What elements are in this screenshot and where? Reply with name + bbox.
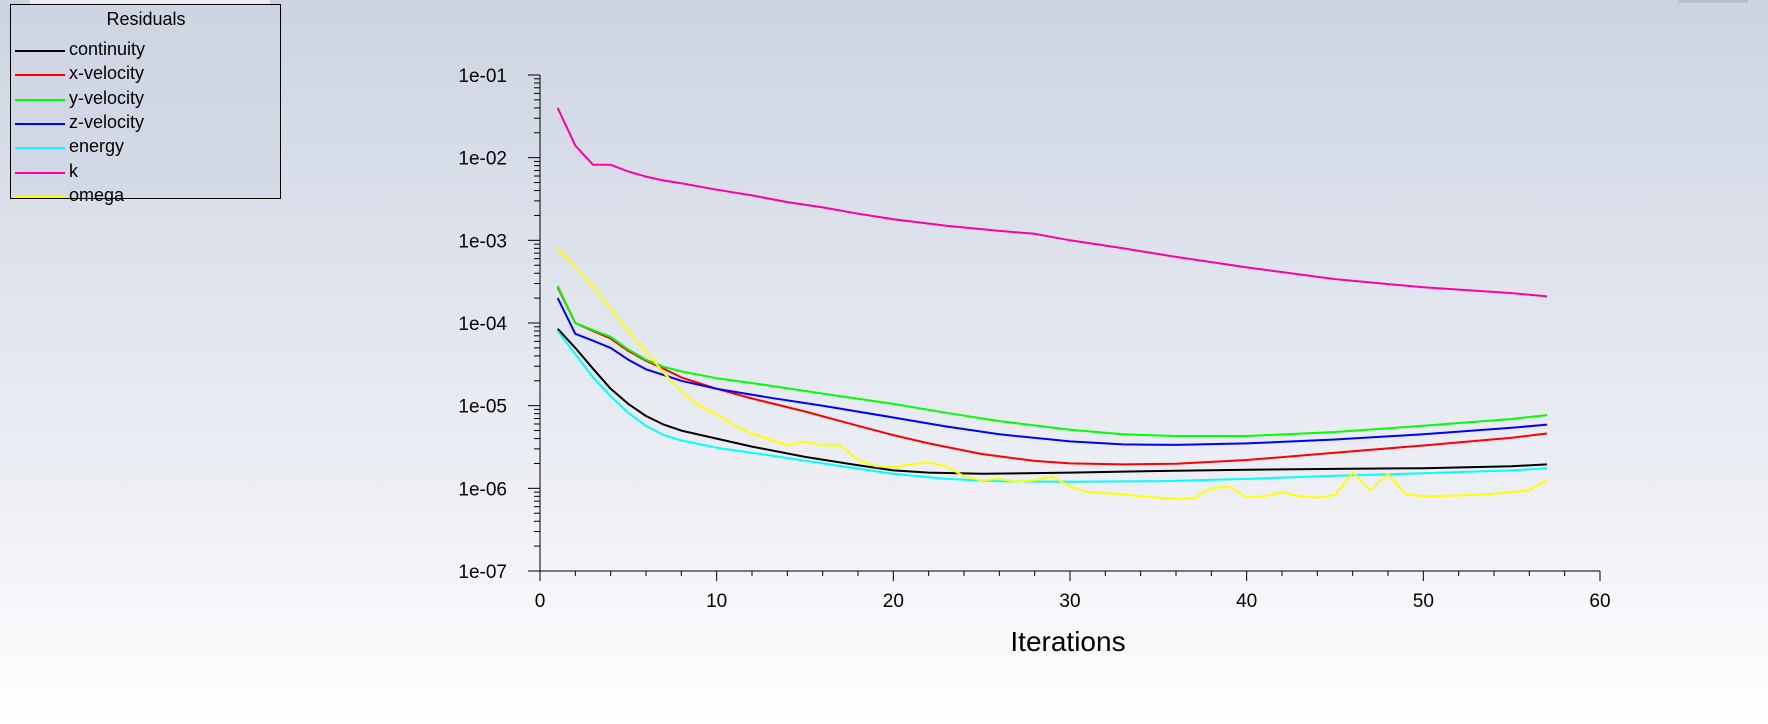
legend-label: y-velocity bbox=[69, 87, 145, 108]
legend-item-z-velocity[interactable]: z-velocity bbox=[11, 111, 281, 135]
x-tick-label: 50 bbox=[1413, 591, 1434, 612]
x-tick-label: 40 bbox=[1236, 591, 1257, 612]
x-tick-label: 30 bbox=[1059, 591, 1080, 612]
series-line-omega bbox=[556, 247, 1548, 500]
series-line-x-velocity bbox=[556, 286, 1548, 466]
y-tick-label: 1e-03 bbox=[458, 231, 507, 252]
series-layer bbox=[556, 107, 1548, 500]
x-tick-label: 20 bbox=[883, 591, 904, 612]
series-line-k bbox=[556, 107, 1548, 298]
legend-swatch bbox=[15, 171, 65, 174]
y-tick-label: 1e-04 bbox=[458, 314, 507, 335]
y-tick-label: 1e-07 bbox=[458, 562, 507, 583]
series-line-energy bbox=[556, 330, 1548, 483]
legend-label: continuity bbox=[69, 39, 146, 59]
window-corner-control[interactable] bbox=[1678, 0, 1748, 3]
y-tick-label: 1e-05 bbox=[458, 397, 507, 418]
legend-swatch bbox=[15, 147, 65, 150]
legend-item-omega[interactable]: omega bbox=[11, 184, 281, 208]
x-tick-label: 10 bbox=[706, 591, 727, 612]
window-top-strip bbox=[30, 0, 270, 4]
legend-label: omega bbox=[69, 184, 125, 205]
series-line-y-velocity bbox=[556, 285, 1548, 437]
legend-title: Residuals bbox=[106, 9, 186, 29]
legend-item-energy[interactable]: energy bbox=[11, 135, 281, 159]
legend-label: x-velocity bbox=[69, 63, 145, 84]
legend-item-continuity[interactable]: continuity bbox=[11, 38, 281, 62]
y-tick-label: 1e-06 bbox=[458, 479, 507, 500]
legend-swatch bbox=[15, 98, 65, 101]
x-tick-label: 60 bbox=[1589, 591, 1610, 612]
series-line-z-velocity bbox=[556, 297, 1548, 446]
chart-axes: 1e-07 1e-06 1e-05 1e-04 1e-03 1e-02 1e-01 0 10 20… bbox=[458, 66, 1610, 612]
legend-label: energy bbox=[69, 136, 125, 157]
x-tick-label: 0 bbox=[535, 591, 546, 612]
legend-label: k bbox=[69, 160, 78, 181]
legend-swatch bbox=[15, 122, 65, 125]
legend-swatch bbox=[15, 195, 65, 198]
y-tick-label: 1e-01 bbox=[458, 66, 507, 87]
series-line-continuity bbox=[556, 328, 1548, 475]
legend-item-k[interactable]: k bbox=[11, 160, 281, 184]
legend-box: Residuals continuity x-velocity y-velocity… bbox=[10, 4, 281, 205]
x-axis-label: Iterations bbox=[1010, 626, 1125, 657]
legend-item-x-velocity[interactable]: x-velocity bbox=[11, 62, 281, 86]
legend-item-y-velocity[interactable]: y-velocity bbox=[11, 87, 281, 111]
y-tick-label: 1e-02 bbox=[458, 149, 507, 170]
legend-swatch bbox=[15, 74, 65, 77]
legend-swatch bbox=[15, 50, 65, 52]
legend-label: z-velocity bbox=[69, 111, 145, 132]
